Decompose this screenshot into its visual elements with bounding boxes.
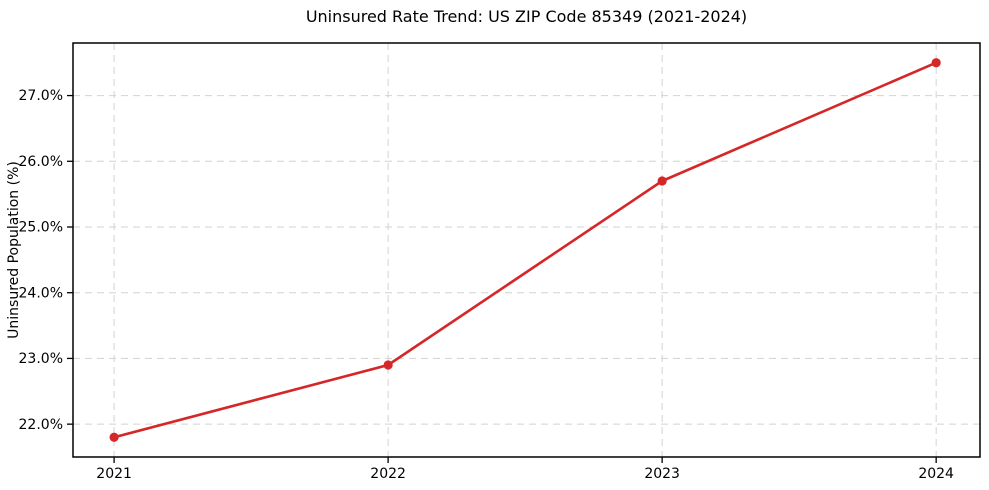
- data-point-marker: [383, 360, 393, 370]
- y-tick-label: 23.0%: [19, 351, 63, 367]
- y-tick-label: 25.0%: [19, 220, 63, 236]
- data-point-marker: [931, 58, 941, 68]
- plot-border: [72, 42, 981, 458]
- x-tick-label: 2023: [644, 466, 680, 482]
- y-tick-label: 22.0%: [19, 417, 63, 433]
- y-tick-label: 24.0%: [19, 285, 63, 301]
- data-point-marker: [109, 432, 119, 442]
- x-tick-label: 2021: [96, 466, 132, 482]
- data-point-marker: [657, 176, 667, 186]
- x-tick-label: 2024: [918, 466, 954, 482]
- y-tick-label: 27.0%: [19, 88, 63, 104]
- y-axis-label: Uninsured Population (%): [6, 161, 22, 339]
- y-tick-label: 26.0%: [19, 154, 63, 170]
- trend-line: [112, 61, 938, 439]
- x-tick-label: 2022: [370, 466, 406, 482]
- chart-title: Uninsured Rate Trend: US ZIP Code 85349 …: [305, 7, 748, 26]
